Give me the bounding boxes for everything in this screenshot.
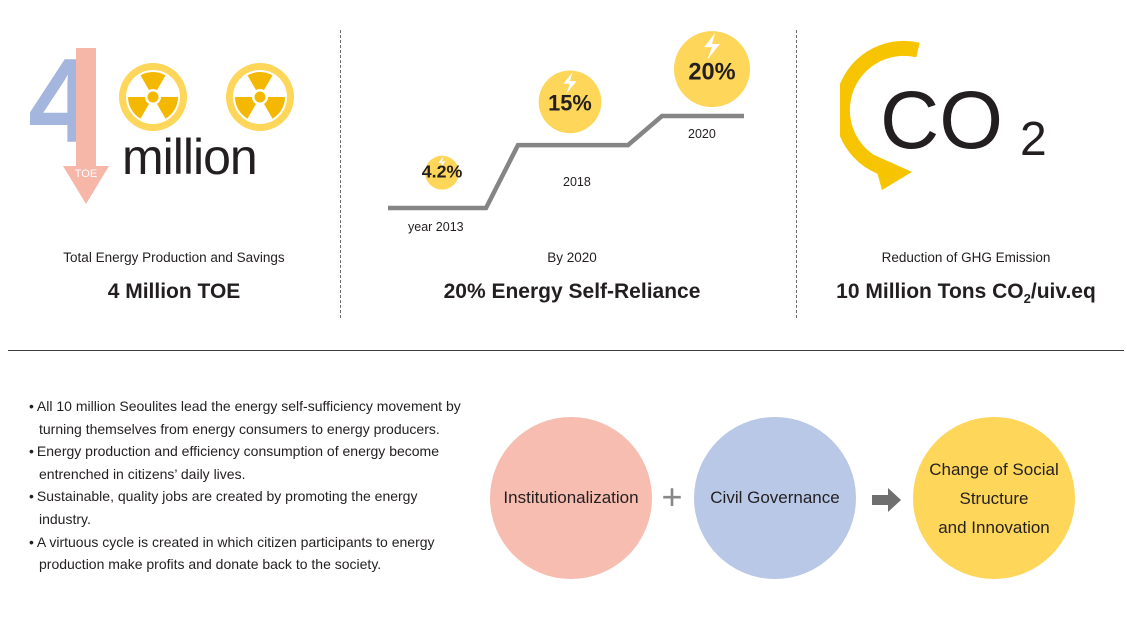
data-bubble: 4.2% (422, 155, 463, 190)
step-label-2013: year 2013 (408, 220, 464, 234)
self-reliance-step-chart: 4.2% 15% 20% (388, 31, 750, 211)
list-item: All 10 million Seoulites lead the energy… (27, 395, 467, 440)
four-million-graphic: 4 TOE (30, 40, 294, 204)
co2-graphic: CO 2 (840, 40, 1047, 190)
panel1-caption: Total Energy Production and Savings (63, 250, 285, 265)
list-item: A virtuous cycle is created in which cit… (27, 531, 467, 576)
divider-1 (340, 30, 341, 318)
panel3-value-post: /uiv.eq (1030, 280, 1096, 303)
social-change-circle: Change of Social Structure and Innovatio… (913, 417, 1075, 579)
circular-arrow-icon (840, 40, 920, 190)
divider-2 (796, 30, 797, 318)
list-item: Sustainable, quality jobs are created by… (27, 485, 467, 530)
toe-label: TOE (75, 168, 97, 180)
circle3-line: and Innovation (938, 517, 1050, 537)
circle3-line: Change of Social (929, 459, 1059, 479)
panel2-value: 20% Energy Self-Reliance (443, 280, 701, 303)
panel1-value: 4 Million TOE (107, 280, 241, 303)
circle1-label: Institutionalization (503, 488, 639, 507)
step-label-2020: 2020 (688, 127, 716, 141)
list-item: Energy production and efficiency consump… (27, 440, 467, 485)
panel3-caption: Reduction of GHG Emission (881, 250, 1051, 265)
lightning-icon (438, 156, 446, 169)
right-arrow-icon (872, 488, 901, 512)
goals-list: All 10 million Seoulites lead the energy… (27, 395, 467, 576)
lightning-icon (563, 71, 577, 95)
down-arrow-icon (63, 48, 109, 204)
data-label: 4.2% (422, 161, 463, 181)
panel3-value-sub: 2 (1023, 291, 1031, 307)
radiation-icon (119, 63, 187, 131)
co2-symbol: CO (880, 75, 1003, 166)
plus-operator: + (661, 476, 683, 517)
million-word: million (122, 129, 258, 185)
lightning-icon (704, 32, 720, 60)
co2-subscript: 2 (1020, 113, 1047, 166)
radiation-icon (226, 63, 294, 131)
data-bubble: 15% (538, 70, 602, 134)
panel3-value-pre: 10 Million Tons CO (836, 280, 1024, 303)
panel2-caption: By 2020 (547, 250, 597, 265)
horizontal-divider (8, 350, 1124, 351)
data-bubble: 20% (674, 31, 750, 108)
institutionalization-circle: Institutionalization (490, 417, 652, 579)
step-line (388, 113, 744, 211)
data-label: 20% (688, 60, 735, 86)
civil-governance-circle: Civil Governance (694, 417, 856, 579)
panel3-value: 10 Million Tons CO2/uiv.eq (812, 280, 1120, 306)
step-label-2018: 2018 (563, 175, 591, 189)
circle2-label: Civil Governance (710, 488, 840, 507)
data-label: 15% (548, 91, 592, 116)
circle3-line: Structure (959, 488, 1029, 508)
